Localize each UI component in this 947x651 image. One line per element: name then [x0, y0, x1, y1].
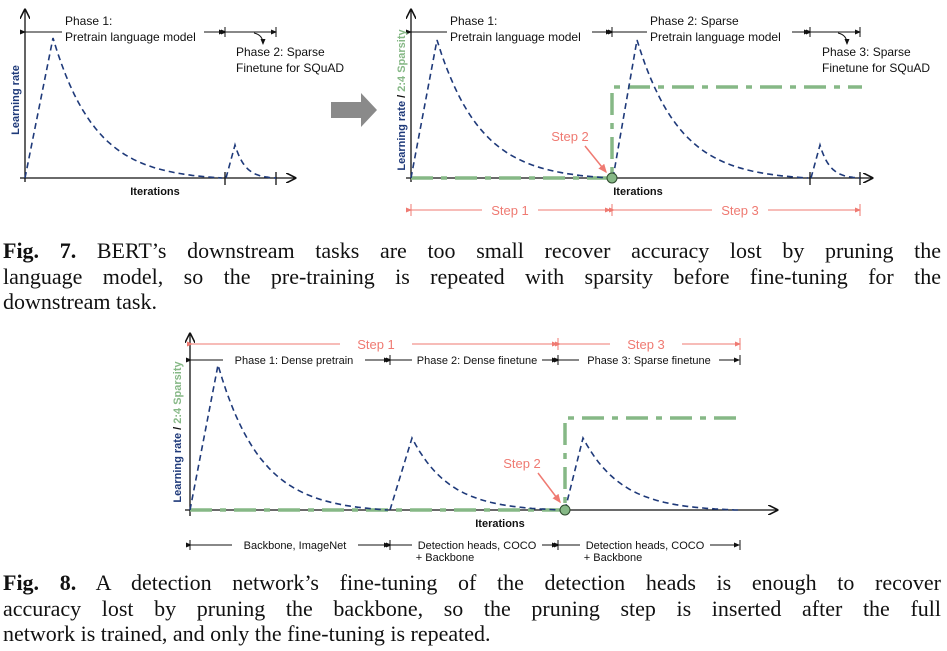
x-axis-label: Iterations	[613, 186, 663, 198]
step3-label: Step 3	[627, 337, 665, 352]
lr-curve-phase1	[24, 37, 223, 179]
phase1-label: Phase 1:	[450, 14, 497, 28]
data3-label: Detection heads, COCO	[586, 540, 705, 552]
step1-label: Step 1	[491, 203, 529, 218]
step3-label: Step 3	[721, 203, 759, 218]
x-axis-label: Iterations	[475, 518, 525, 530]
pruning-point	[559, 504, 571, 516]
lr-curve-phase2	[225, 142, 277, 179]
fig8-chart: Step 1 Step 3 Phase 1: Dense pretrain Ph…	[172, 334, 777, 564]
phase1-label-line2: Pretrain language model	[65, 30, 196, 44]
caption-line: network is trained, and only the fine-tu…	[3, 621, 491, 646]
lr-curve-phase2	[389, 435, 563, 511]
fig7-caption: Fig. 7. BERT’s downstream tasks are too …	[3, 238, 941, 315]
phase1-label: Phase 1:	[65, 14, 112, 28]
phase2-label: Phase 2: Sparse	[236, 45, 325, 59]
caption-line: language model, so the pre-training is r…	[3, 263, 941, 289]
caption-line: A detection network’s fine-tuning of the…	[76, 570, 941, 595]
phase2-label: Phase 2: Dense finetune	[417, 355, 537, 367]
lr-curve-phase3	[810, 142, 861, 179]
caption-label: Fig. 8.	[3, 570, 77, 595]
lr-curve-phase1	[189, 364, 389, 511]
y-axis-label: Learning rate / 2:4 Sparsity	[172, 361, 184, 503]
right-arrow-icon	[331, 93, 377, 127]
step2-label: Step 2	[551, 129, 589, 144]
fig8-caption: Fig. 8. A detection network’s fine-tunin…	[3, 570, 941, 647]
callout-arrow	[253, 32, 266, 45]
y-axis-label: Learning rate / 2:4 Sparsity	[396, 29, 408, 171]
phase1-label: Phase 1: Dense pretrain	[235, 355, 354, 367]
caption-line: downstream task.	[3, 289, 157, 314]
data3-label-line2: + Backbone	[584, 552, 642, 564]
phase3-label: Phase 3: Sparse	[822, 45, 911, 59]
phase3-label-line2: Finetune for SQuAD	[822, 61, 930, 75]
data2-label: Detection heads, COCO	[418, 540, 537, 552]
phase1-label-line2: Pretrain language model	[450, 30, 581, 44]
lr-curve-phase3	[564, 435, 739, 511]
phase2-label: Phase 2: Sparse	[650, 14, 739, 28]
step2-arrow	[584, 145, 607, 174]
fig7-left-chart: Phase 1: Pretrain language model Phase 2…	[10, 10, 344, 198]
phase2-label-line2: Pretrain language model	[650, 30, 781, 44]
pruning-point	[606, 172, 618, 184]
lr-curve-phase2	[612, 39, 809, 179]
sparsity-line	[190, 416, 740, 512]
x-axis-label: Iterations	[130, 186, 180, 198]
sparsity-line	[411, 85, 862, 180]
data1-label: Backbone, ImageNet	[244, 540, 347, 552]
phase2-label-line2: Finetune for SQuAD	[236, 61, 344, 75]
data2-label-line2: + Backbone	[416, 552, 474, 564]
step1-label: Step 1	[357, 337, 395, 352]
lr-curve-phase1	[410, 39, 611, 179]
fig7-right-chart: Phase 1: Pretrain language model Phase 2…	[396, 10, 930, 218]
step2-arrow	[537, 472, 561, 504]
caption-line: BERT’s downstream tasks are too small re…	[76, 238, 941, 263]
y-axis-label: Learning rate	[10, 65, 22, 135]
caption-line: accuracy lost by pruning the backbone, s…	[3, 595, 941, 621]
step2-label: Step 2	[503, 456, 541, 471]
caption-label: Fig. 7.	[3, 238, 77, 263]
phase3-label: Phase 3: Sparse finetune	[587, 355, 711, 367]
